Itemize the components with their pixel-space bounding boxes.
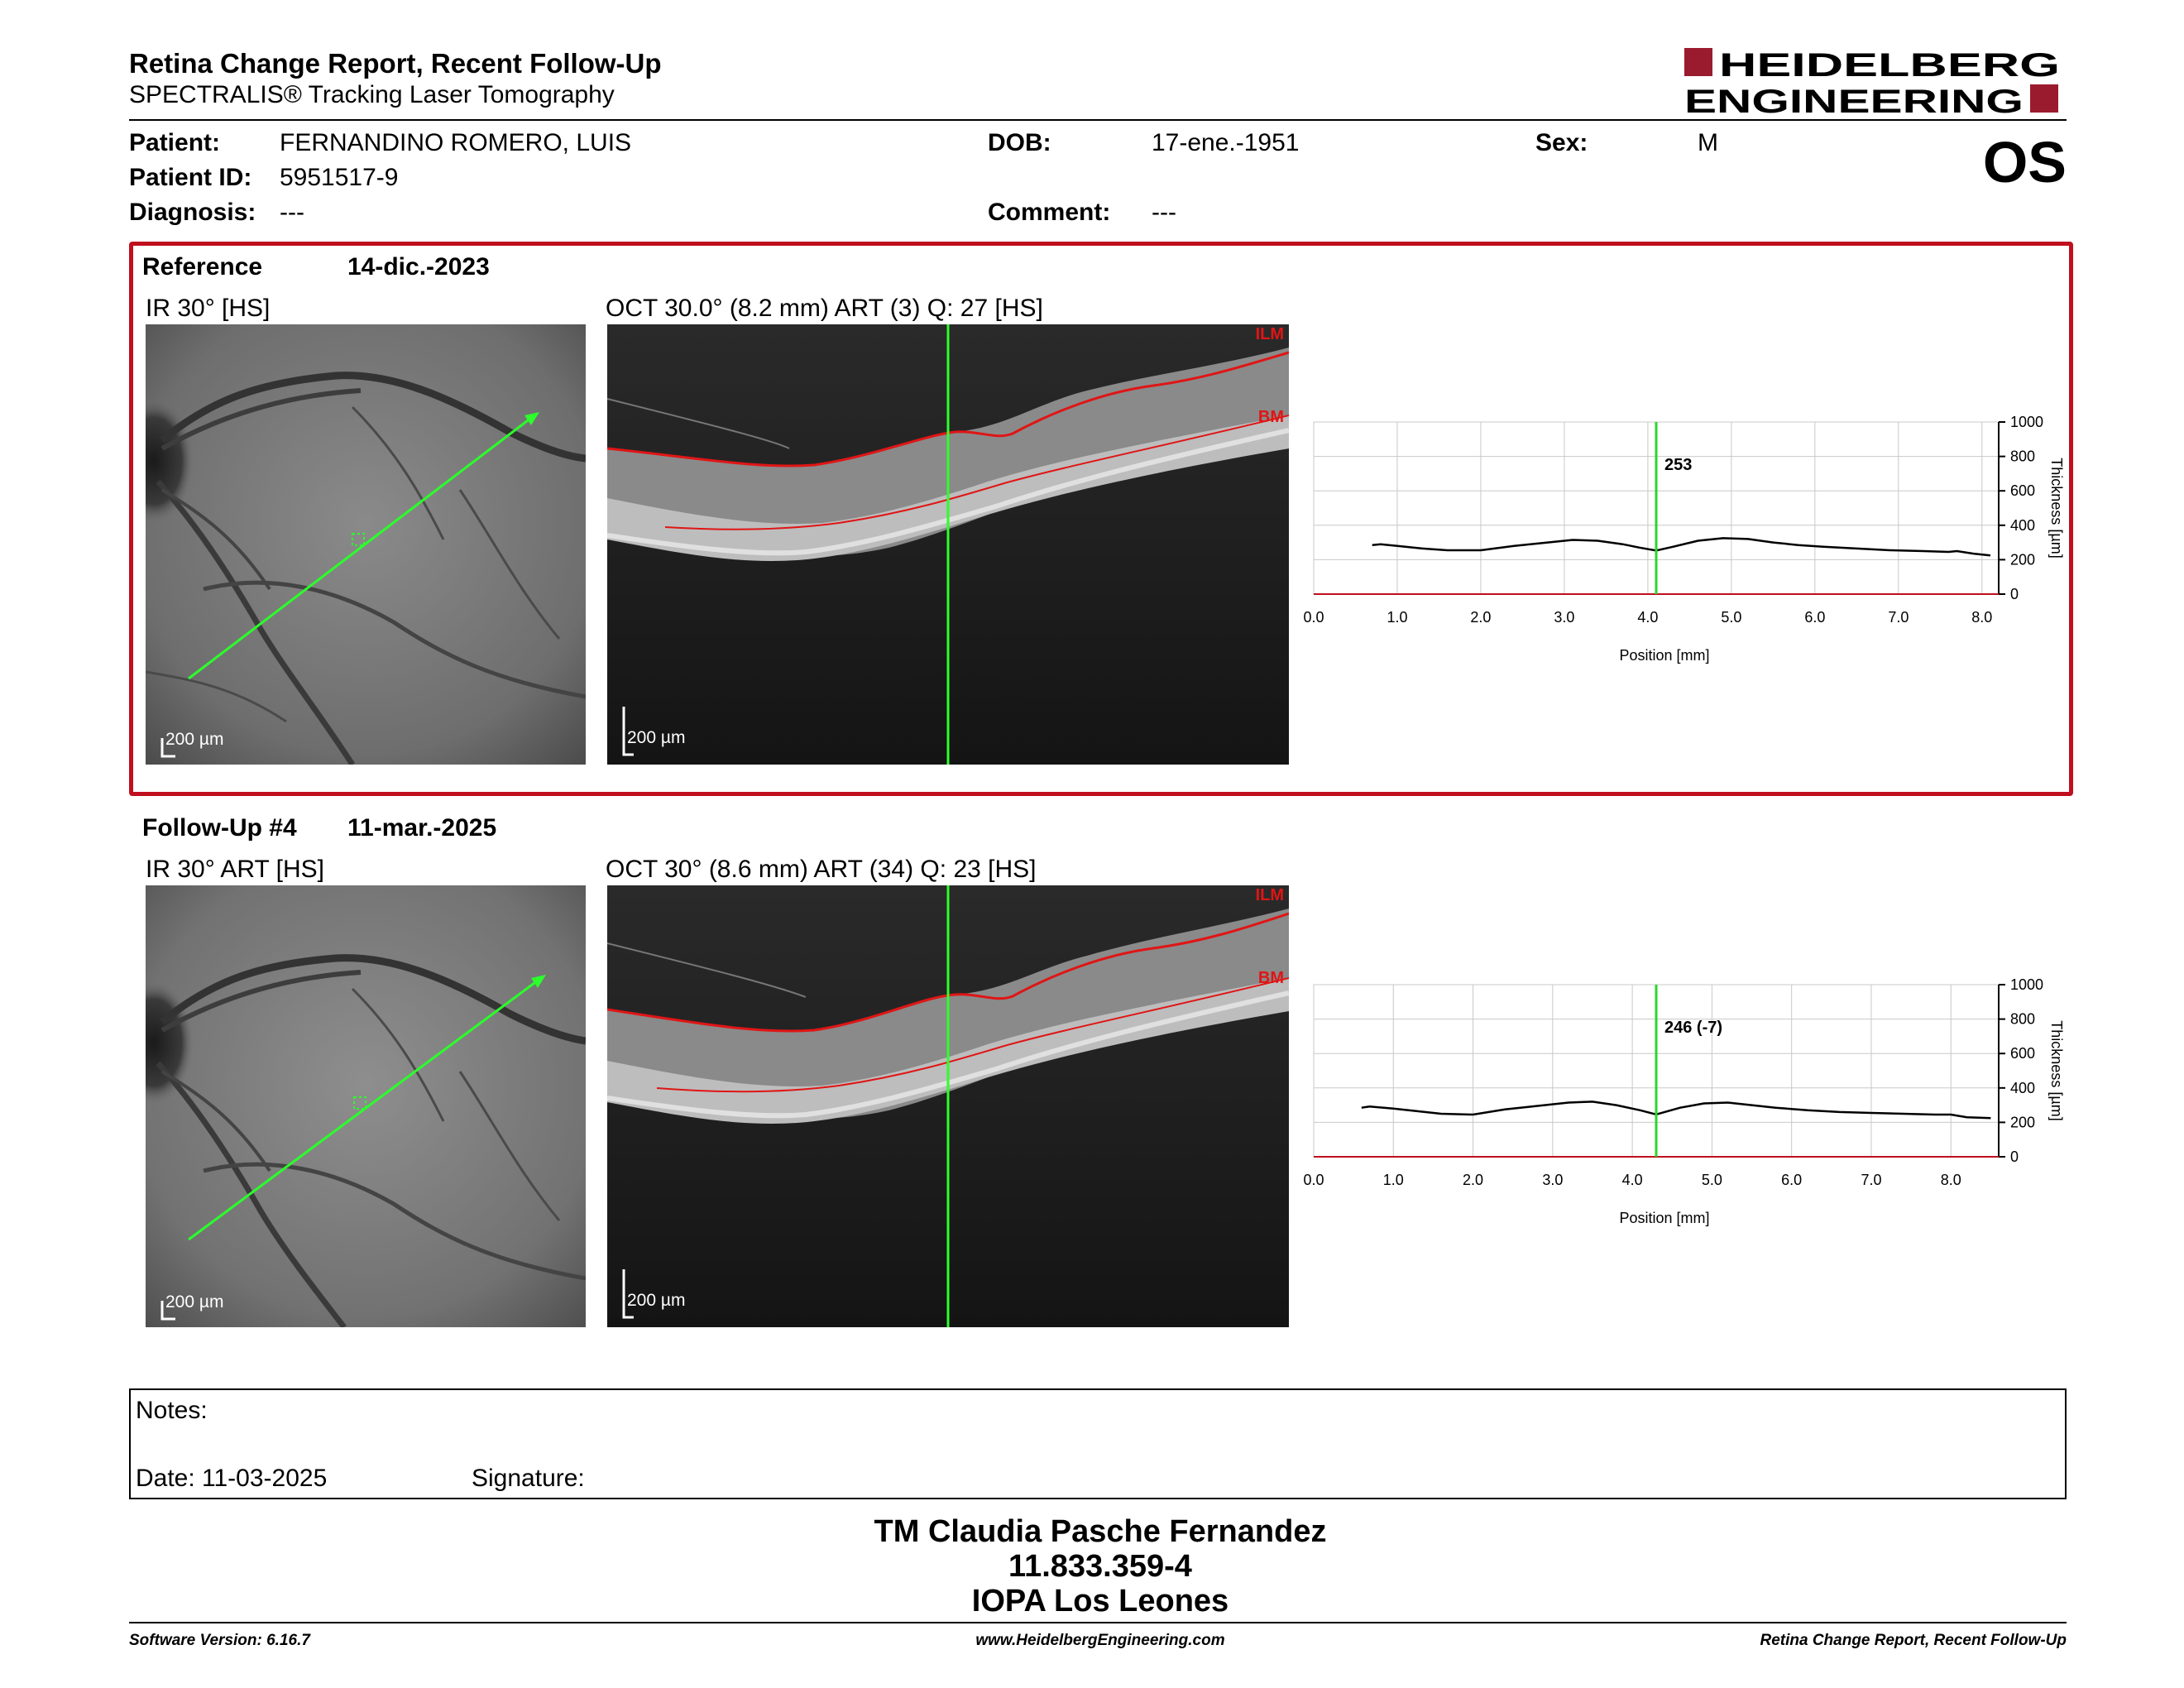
followup-x-tick-label: 6.0 [1781,1172,1802,1188]
report-title: Retina Change Report, Recent Follow-Up [129,48,662,79]
followup-y-tick-label: 0 [2010,1149,2019,1165]
sex-label: Sex: [1535,129,1588,156]
reference-thickness-chart: 0.0 1.0 2.0 3.0 4.0 5.0 6.0 7.0 8.0 0 200 400 600 800… [1303,410,2065,675]
followup-marker-label: 246 (-7) [1664,1019,1722,1037]
followup-oct-scale: 200 µm [627,1291,686,1310]
patient-name: FERNANDINO ROMERO, LUIS [280,129,632,156]
reference-y-tick-label: 400 [2010,517,2035,534]
reference-y-tick-label: 200 [2010,551,2035,568]
followup-ir-image: 200 µm [146,885,586,1327]
software-version: Software Version: 6.16.7 [129,1632,310,1649]
dob-value: 17-ene.-1951 [1152,129,1300,156]
reference-x-tick-label: 6.0 [1804,609,1825,626]
followup-ir-title: IR 30° ART [HS] [146,856,324,883]
followup-y-tick-label: 400 [2010,1080,2035,1096]
followup-bm-tag: BM [1258,969,1284,987]
dob-label: DOB: [988,129,1051,156]
brand-line1: HEIDELBERG [1719,47,2060,84]
followup-x-tick-label: 1.0 [1383,1172,1404,1188]
followup-x-tick-label: 8.0 [1941,1172,1961,1188]
header-divider [129,119,2067,121]
logo-square-bottom [2030,84,2058,113]
reference-frame [129,242,2073,796]
comment-label: Comment: [988,199,1111,226]
followup-x-tick-label: 3.0 [1542,1172,1563,1188]
followup-ilm-tag: ILM [1256,886,1284,904]
followup-x-tick-label: 7.0 [1861,1172,1881,1188]
reference-oct-title: OCT 30.0° (8.2 mm) ART (3) Q: 27 [HS] [606,295,1043,322]
notes-label: Notes: [136,1397,208,1424]
sex-value: M [1698,129,1718,156]
diagnosis-value: --- [280,199,304,226]
reference-thickness-line [1372,537,1991,557]
followup-x-tick-label: 0.0 [1304,1172,1324,1188]
followup-oct-image: ILM BM 200 µm [607,885,1289,1327]
reference-oct-scale: 200 µm [627,728,686,747]
followup-ir-scale: 200 µm [165,1292,224,1312]
followup-y-tick-label: 600 [2010,1045,2035,1062]
footer-technician: TM Claudia Pasche Fernandez [874,1514,1327,1549]
followup-y-axis-label: Thickness [µm] [2048,1020,2065,1120]
reference-ir-image: 200 µm [146,324,586,765]
reference-ir-scale: 200 µm [165,730,224,749]
diagnosis-label: Diagnosis: [129,199,256,226]
reference-x-tick-label: 5.0 [1721,609,1741,626]
followup-x-tick-label: 5.0 [1702,1172,1722,1188]
reference-marker-label: 253 [1664,456,1692,474]
followup-x-axis-label: Position [mm] [1619,1210,1709,1226]
logo-square-top [1684,48,1712,76]
followup-oct-title: OCT 30° (8.6 mm) ART (34) Q: 23 [HS] [606,856,1037,883]
report-subtitle: SPECTRALIS® Tracking Laser Tomography [129,81,615,108]
reference-x-tick-label: 0.0 [1304,609,1324,626]
patient-label: Patient: [129,129,221,156]
signature-label: Signature: [472,1465,585,1492]
brand-logo: HEIDELBERG ENGINEERING [1684,46,2065,120]
followup-thickness-line [1361,1101,1991,1120]
footer-institution: IOPA Los Leones [971,1584,1229,1618]
reference-ilm-tag: ILM [1256,325,1284,343]
notes-box [129,1388,2067,1499]
followup-y-tick-label: 1000 [2010,976,2043,993]
reference-x-axis-label: Position [mm] [1619,647,1709,664]
reference-x-tick-label: 8.0 [1971,609,1992,626]
website-link[interactable]: www.HeidelbergEngineering.com [975,1632,1225,1649]
reference-x-tick-label: 3.0 [1554,609,1574,626]
reference-date: 14-dic.-2023 [347,253,490,281]
report-name: Retina Change Report, Recent Follow-Up [1760,1632,2067,1649]
brand-line2: ENGINEERING [1684,84,2024,116]
reference-y-tick-label: 800 [2010,448,2035,465]
followup-x-tick-label: 2.0 [1463,1172,1483,1188]
followup-x-tick-label: 4.0 [1622,1172,1643,1188]
eye-indicator: OS [1982,130,2067,194]
reference-x-tick-label: 1.0 [1387,609,1407,626]
reference-y-tick-label: 600 [2010,482,2035,499]
reference-oct-image: ILM BM 200 µm [607,324,1289,765]
reference-x-tick-label: 2.0 [1470,609,1491,626]
reference-ir-title: IR 30° [HS] [146,295,271,322]
reference-label: Reference [142,253,263,281]
followup-label: Follow-Up #4 [142,814,297,842]
reference-x-tick-label: 7.0 [1888,609,1909,626]
patient-id-value: 5951517-9 [280,164,399,191]
patient-id-label: Patient ID: [129,164,252,191]
reference-x-tick-label: 4.0 [1637,609,1658,626]
reference-y-axis-label: Thickness [µm] [2048,458,2065,558]
reference-y-tick-label: 1000 [2010,414,2043,430]
followup-y-tick-label: 200 [2010,1114,2035,1130]
reference-y-tick-label: 0 [2010,586,2019,602]
followup-date: 11-mar.-2025 [347,814,497,842]
followup-y-tick-label: 800 [2010,1011,2035,1028]
footer-divider [129,1622,2067,1623]
footer-id: 11.833.359-4 [1008,1549,1192,1584]
notes-date: Date: 11-03-2025 [136,1465,328,1492]
comment-value: --- [1152,199,1176,226]
followup-thickness-chart: 0.0 1.0 2.0 3.0 4.0 5.0 6.0 7.0 8.0 0 200 400 600 800… [1303,973,2065,1238]
reference-bm-tag: BM [1258,408,1284,426]
